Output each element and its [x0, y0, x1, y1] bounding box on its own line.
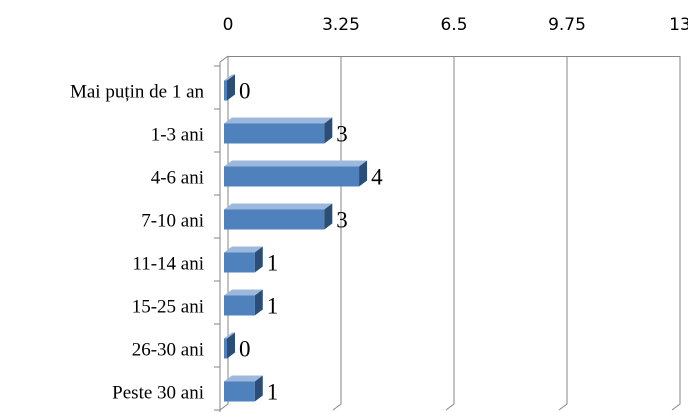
bar-top-face: [224, 246, 263, 253]
bar-side-face: [324, 203, 333, 230]
category-label: 7-10 ani: [141, 211, 204, 232]
data-label: 4: [371, 165, 383, 190]
x-tick-label: 13: [669, 15, 688, 35]
category-label: 1-3 ani: [151, 125, 204, 146]
gridline: [558, 56, 568, 411]
bar-front-face: [224, 381, 255, 402]
gridline: [671, 56, 681, 411]
x-tick-label: 0: [223, 15, 234, 35]
data-label: 1: [267, 251, 279, 276]
x-tick-label: 6.5: [440, 15, 467, 35]
y-axis: [214, 55, 229, 412]
category-label: 11-14 ani: [132, 254, 204, 275]
gridline: [445, 56, 455, 411]
bar-side-face: [227, 332, 235, 359]
category-label: Peste 30 ani: [112, 383, 204, 404]
bar-side-face: [254, 289, 263, 316]
data-label: 1: [267, 380, 279, 405]
bar-front-face: [224, 295, 255, 316]
data-label: 0: [239, 337, 251, 362]
bar-top-face: [224, 203, 333, 210]
bar: [224, 332, 235, 359]
bar: [224, 74, 235, 101]
category-label: 26-30 ani: [132, 340, 204, 361]
bar-side-face: [324, 117, 333, 144]
bar-top-face: [224, 332, 235, 339]
bar-top-face: [224, 289, 263, 296]
bar: [224, 375, 263, 402]
data-label: 3: [336, 208, 348, 233]
bar-top-face: [224, 74, 235, 81]
data-label: 0: [239, 79, 251, 104]
bar-front-face: [224, 338, 227, 359]
bar-front-face: [224, 166, 360, 187]
bar: [224, 117, 333, 144]
y-axis-top-edge: [219, 55, 229, 63]
bar-front-face: [224, 80, 227, 101]
bar: [224, 160, 368, 187]
grid: [219, 56, 681, 411]
bar-front-face: [224, 123, 325, 144]
bar-top-face: [224, 160, 368, 167]
bar-side-face: [227, 74, 235, 101]
gridline: [332, 56, 342, 411]
bar-top-face: [224, 375, 263, 382]
category-label: 4-6 ani: [151, 168, 204, 189]
category-labels: Mai puțin de 1 an 1-3 ani 4-6 ani 7-10 ani 1…: [70, 82, 205, 404]
bar: [224, 246, 263, 273]
x-tick-label: 9.75: [548, 15, 586, 35]
bar-side-face: [254, 246, 263, 273]
category-label: Mai puțin de 1 an: [70, 82, 205, 103]
data-label: 1: [267, 294, 279, 319]
x-tick-label: 3.25: [322, 15, 360, 35]
x-axis-tick-labels: 0 3.25 6.5 9.75 13: [223, 15, 688, 35]
bar: [224, 289, 263, 316]
category-label: 15-25 ani: [132, 297, 204, 318]
bar-front-face: [224, 252, 255, 273]
bar: [224, 203, 333, 230]
bars: [224, 74, 368, 402]
bar-side-face: [254, 375, 263, 402]
data-label: 3: [336, 122, 348, 147]
bar-top-face: [224, 117, 333, 124]
bar-side-face: [359, 160, 368, 187]
bar-front-face: [224, 209, 325, 230]
